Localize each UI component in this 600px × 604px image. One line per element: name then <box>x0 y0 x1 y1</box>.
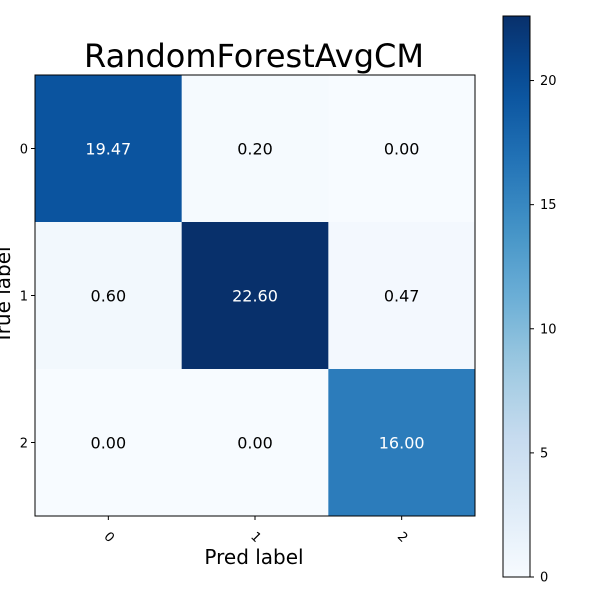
colorbar-tick-label: 10 <box>540 322 557 337</box>
heatmap-cells <box>35 75 476 517</box>
y-axis-label: True label <box>0 246 15 344</box>
cell-value-label: 0.00 <box>237 434 273 453</box>
colorbar <box>502 15 531 578</box>
cell-value-label: 0.47 <box>384 287 420 306</box>
chart-title: RandomForestAvgCM <box>84 37 424 75</box>
heatmap-cell <box>35 75 183 223</box>
y-tick-label: 1 <box>20 290 28 305</box>
cell-value-label: 16.00 <box>379 434 425 453</box>
heatmap-cell <box>328 75 476 223</box>
colorbar-tick-label: 15 <box>540 198 557 213</box>
cell-value-label: 19.47 <box>85 140 131 159</box>
cell-value-label: 22.60 <box>232 287 278 306</box>
colorbar-tick-label: 5 <box>540 446 548 461</box>
heatmap-cell <box>181 369 329 517</box>
cell-value-label: 0.00 <box>384 140 420 159</box>
x-tick-label: 0 <box>101 529 117 545</box>
x-tick-label: 2 <box>394 529 410 545</box>
cell-value-label: 0.60 <box>91 287 127 306</box>
y-tick-label: 2 <box>20 437 28 452</box>
heatmap-cell <box>35 222 183 370</box>
cell-value-label: 0.20 <box>237 140 273 159</box>
heatmap-cell <box>328 222 476 370</box>
colorbar-tick-label: 20 <box>540 74 557 89</box>
heatmap-cell <box>328 369 476 517</box>
heatmap-cell <box>35 369 183 517</box>
x-axis-label: Pred label <box>204 545 303 569</box>
x-tick-label: 1 <box>247 529 263 545</box>
heatmap-cell <box>181 75 329 223</box>
heatmap-cell <box>181 222 329 370</box>
cell-value-label: 0.00 <box>91 434 127 453</box>
y-tick-label: 0 <box>20 143 28 158</box>
colorbar-tick-label: 0 <box>540 571 548 586</box>
